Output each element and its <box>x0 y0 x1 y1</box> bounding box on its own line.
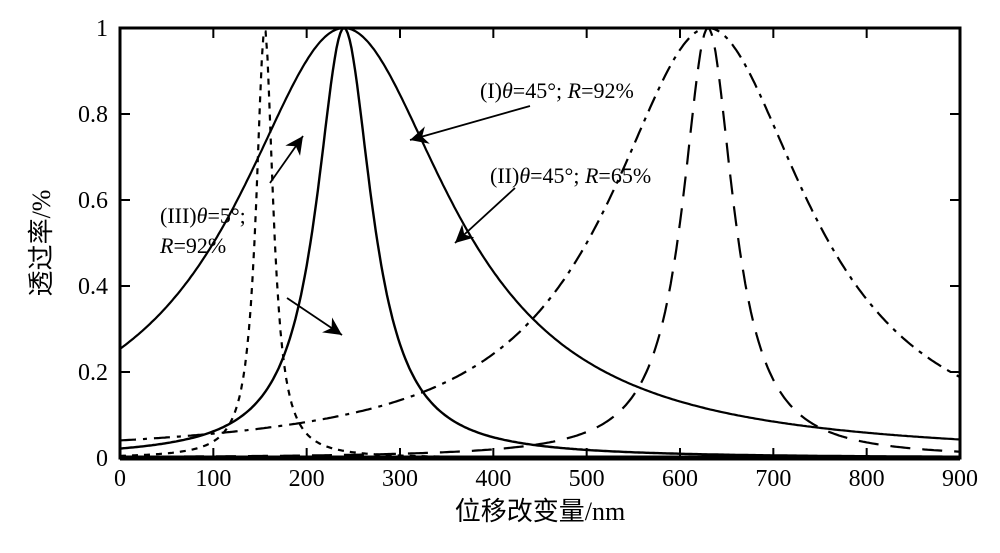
x-axis-label: 位移改变量/nm <box>455 497 625 526</box>
anno-III-line1: (III)θ=5°; <box>160 203 246 228</box>
y-tick-label: 0.6 <box>78 188 108 214</box>
y-tick-label: 0.8 <box>78 102 108 128</box>
chart-svg: 0 100 200 300 400 500 600 700 800 900 0 0.2 0.4 0.6 0.… <box>0 0 1000 553</box>
x-tick-label: 200 <box>289 466 325 492</box>
x-tick-label: 800 <box>849 466 885 492</box>
x-tick-label: 0 <box>114 466 126 492</box>
y-tick-label: 1 <box>96 16 108 42</box>
x-tick-label: 500 <box>569 466 605 492</box>
x-tick-label: 300 <box>382 466 418 492</box>
x-tick-label: 100 <box>195 466 231 492</box>
anno-III-line2: R=92% <box>159 233 226 258</box>
x-tick-label: 400 <box>475 466 511 492</box>
y-tick-label: 0 <box>96 446 108 472</box>
x-tick-label: 700 <box>755 466 791 492</box>
y-tick-label: 0.2 <box>78 360 108 386</box>
y-tick-label: 0.4 <box>78 274 108 300</box>
figure-container: { "chart": { "type": "line", "width_px":… <box>0 0 1000 553</box>
anno-II: (II)θ=45°; R=65% <box>490 163 651 188</box>
anno-I: (I)θ=45°; R=92% <box>480 78 634 103</box>
x-tick-label: 900 <box>942 466 978 492</box>
y-axis-label: 透过率/% <box>27 190 56 297</box>
x-tick-label: 600 <box>662 466 698 492</box>
